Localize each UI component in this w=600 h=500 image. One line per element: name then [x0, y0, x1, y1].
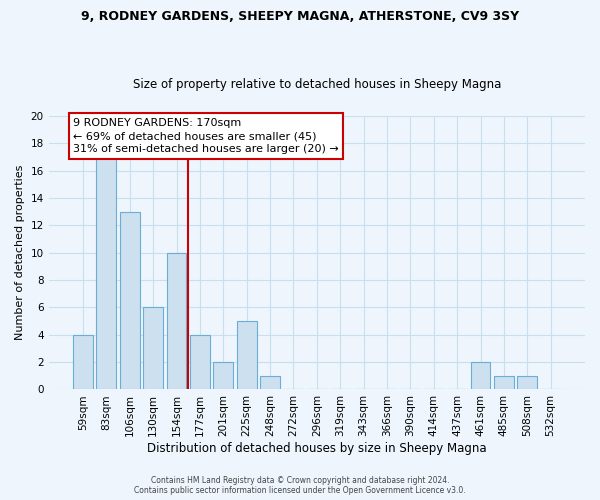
Text: 9, RODNEY GARDENS, SHEEPY MAGNA, ATHERSTONE, CV9 3SY: 9, RODNEY GARDENS, SHEEPY MAGNA, ATHERST…: [81, 10, 519, 23]
Bar: [517, 376, 537, 390]
Bar: [214, 362, 233, 390]
Bar: [494, 376, 514, 390]
Bar: [97, 157, 116, 390]
Title: Size of property relative to detached houses in Sheepy Magna: Size of property relative to detached ho…: [133, 78, 501, 91]
X-axis label: Distribution of detached houses by size in Sheepy Magna: Distribution of detached houses by size …: [147, 442, 487, 455]
Text: Contains HM Land Registry data © Crown copyright and database right 2024.
Contai: Contains HM Land Registry data © Crown c…: [134, 476, 466, 495]
Bar: [190, 334, 210, 390]
Bar: [73, 334, 93, 390]
Bar: [143, 308, 163, 390]
Bar: [470, 362, 490, 390]
Y-axis label: Number of detached properties: Number of detached properties: [15, 165, 25, 340]
Text: 9 RODNEY GARDENS: 170sqm
← 69% of detached houses are smaller (45)
31% of semi-d: 9 RODNEY GARDENS: 170sqm ← 69% of detach…: [73, 118, 339, 154]
Bar: [120, 212, 140, 390]
Bar: [237, 321, 257, 390]
Bar: [167, 252, 187, 390]
Bar: [260, 376, 280, 390]
